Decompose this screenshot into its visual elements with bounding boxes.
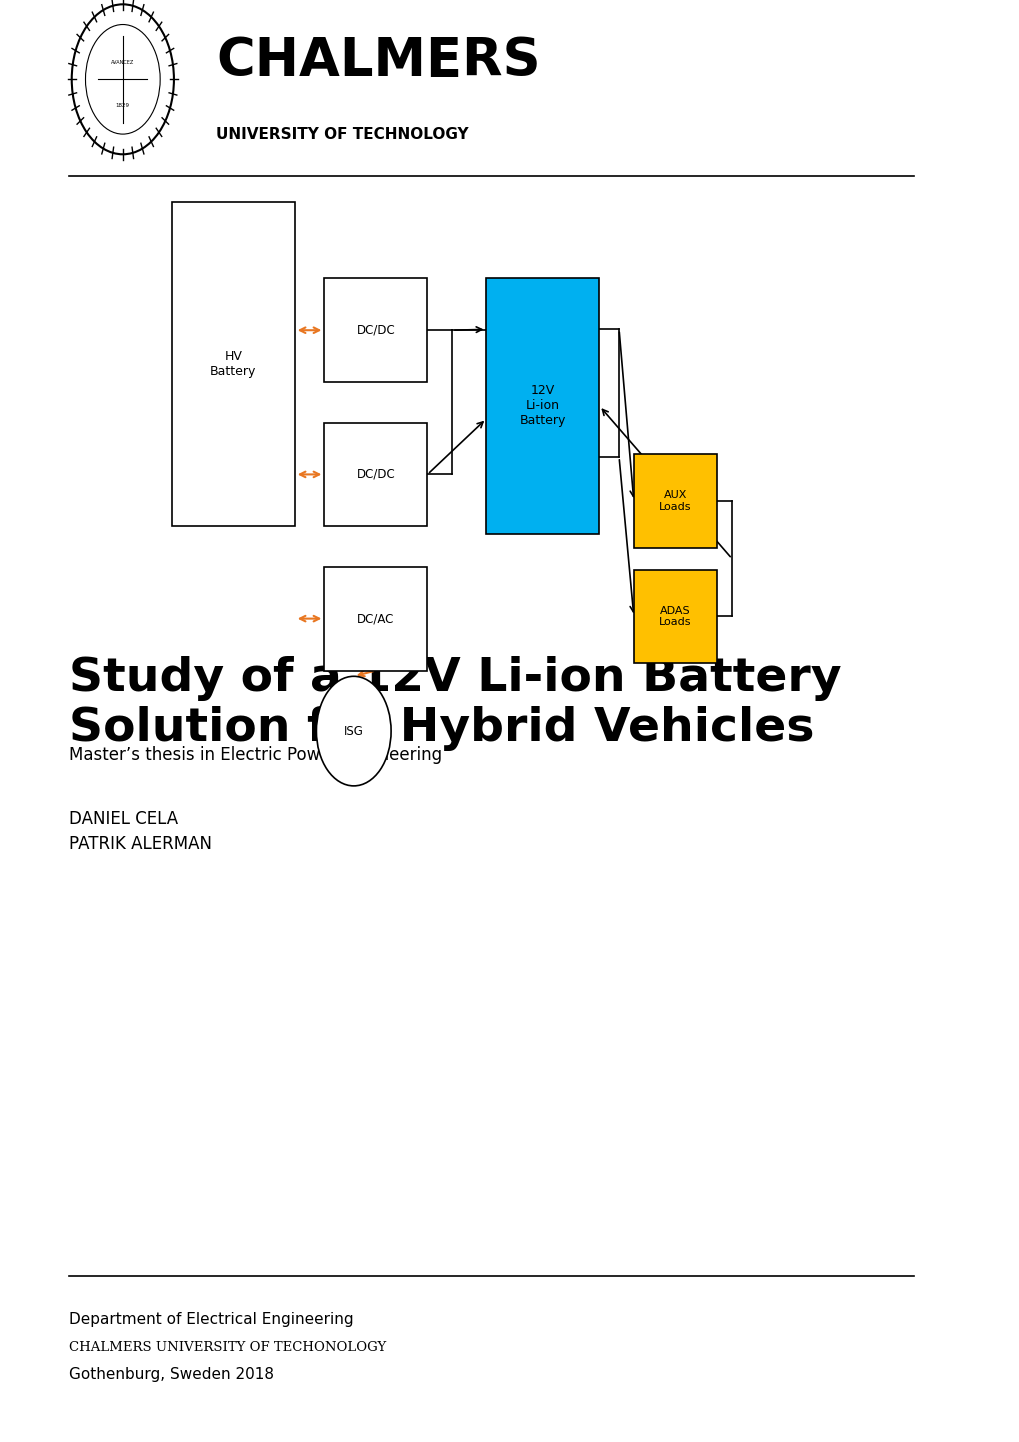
Text: UNIVERSITY OF TECHNOLOGY: UNIVERSITY OF TECHNOLOGY bbox=[216, 127, 469, 141]
Bar bbox=[324, 423, 427, 526]
Text: 1829: 1829 bbox=[116, 102, 129, 108]
Text: CHALMERS: CHALMERS bbox=[216, 35, 540, 87]
Text: AVANCEZ: AVANCEZ bbox=[111, 59, 135, 65]
Text: DANIEL CELA
PATRIK ALERMAN: DANIEL CELA PATRIK ALERMAN bbox=[68, 810, 212, 854]
Text: HV
Battery: HV Battery bbox=[210, 350, 257, 378]
Bar bbox=[633, 454, 716, 548]
Bar bbox=[486, 278, 599, 534]
Text: DC/DC: DC/DC bbox=[357, 467, 394, 482]
Text: Gothenburg, Sweden 2018: Gothenburg, Sweden 2018 bbox=[68, 1367, 273, 1381]
Bar bbox=[324, 278, 427, 382]
Text: DC/DC: DC/DC bbox=[357, 323, 394, 337]
Bar bbox=[633, 570, 716, 663]
Text: 12V
Li-ion
Battery: 12V Li-ion Battery bbox=[520, 385, 566, 427]
Bar bbox=[324, 567, 427, 671]
Text: Master’s thesis in Electric Power Engineering: Master’s thesis in Electric Power Engine… bbox=[68, 746, 441, 763]
Text: AUX
Loads: AUX Loads bbox=[658, 490, 691, 512]
Text: Study of a 12V Li-ion Battery
Solution for Hybrid Vehicles: Study of a 12V Li-ion Battery Solution f… bbox=[68, 656, 841, 751]
Circle shape bbox=[316, 676, 390, 786]
Text: Department of Electrical Engineering: Department of Electrical Engineering bbox=[68, 1312, 353, 1327]
Bar bbox=[172, 202, 294, 526]
Text: CHALMERS UNIVERSITY OF TECHONOLOGY: CHALMERS UNIVERSITY OF TECHONOLOGY bbox=[68, 1341, 385, 1354]
Text: DC/AC: DC/AC bbox=[357, 611, 394, 626]
Text: ISG: ISG bbox=[343, 724, 364, 738]
Text: ADAS
Loads: ADAS Loads bbox=[658, 606, 691, 627]
